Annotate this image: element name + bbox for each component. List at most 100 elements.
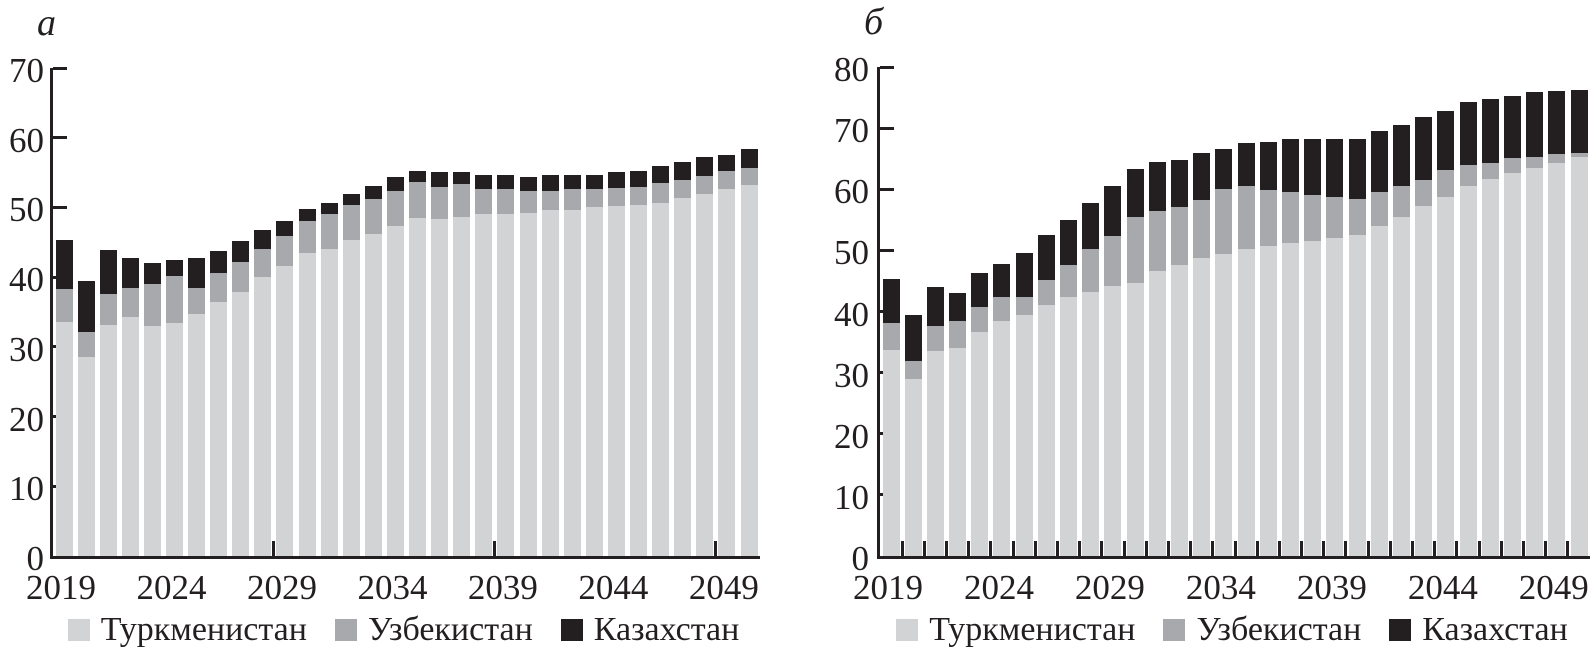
bar-segment-kazakhstan xyxy=(1193,152,1211,200)
bar-segment-turkmenistan xyxy=(254,277,272,556)
bar-segment-uzbekistan xyxy=(926,326,944,351)
stacked-bar-2032 xyxy=(1171,67,1189,556)
bar-segment-kazakhstan xyxy=(453,171,471,185)
bar-segment-uzbekistan xyxy=(1348,199,1366,236)
x-axis-tick xyxy=(1366,541,1370,556)
panel-label-a: а xyxy=(37,2,56,44)
bar-segment-kazakhstan xyxy=(1348,139,1366,200)
plot-area-b xyxy=(877,65,1590,559)
stacked-bar-2040 xyxy=(1348,67,1366,556)
x-axis-label: 2039 xyxy=(1296,568,1367,607)
bar-segment-turkmenistan xyxy=(1037,305,1055,556)
bar-segment-kazakhstan xyxy=(55,239,73,289)
bar-segment-kazakhstan xyxy=(1148,162,1166,212)
x-axis-label: 2049 xyxy=(688,568,759,607)
x-axis-tick xyxy=(272,541,276,556)
stacked-bar-2022 xyxy=(121,68,139,556)
stacked-bar-2029 xyxy=(276,68,294,556)
x-axis-tick xyxy=(967,541,971,556)
bar-segment-kazakhstan xyxy=(1104,186,1122,236)
x-axis-label: 2034 xyxy=(1185,568,1256,607)
bar-segment-uzbekistan xyxy=(386,190,404,227)
bar-segment-turkmenistan xyxy=(1348,235,1366,556)
stacked-bar-2027 xyxy=(232,68,250,556)
bar-segment-kazakhstan xyxy=(519,176,537,191)
turkmenistan-swatch xyxy=(67,619,90,641)
stacked-bar-2032 xyxy=(342,68,360,556)
x-axis-tick xyxy=(1300,541,1304,556)
bar-segment-uzbekistan xyxy=(121,288,139,317)
bar-segment-turkmenistan xyxy=(320,249,338,556)
plot-area-a xyxy=(50,66,760,559)
x-axis-tick xyxy=(900,541,904,556)
y-axis-label: 60 xyxy=(9,120,44,160)
y-axis-tick xyxy=(53,205,67,209)
bar-segment-uzbekistan xyxy=(55,289,73,322)
bar-segment-uzbekistan xyxy=(1548,154,1566,163)
stacked-bar-2034 xyxy=(1215,67,1233,556)
bar-segment-turkmenistan xyxy=(563,209,581,556)
bar-segment-kazakhstan xyxy=(1570,89,1588,153)
bar-segment-kazakhstan xyxy=(993,264,1011,297)
x-axis-tick xyxy=(1388,541,1392,556)
stacked-bar-2044 xyxy=(607,68,625,556)
bar-segment-kazakhstan xyxy=(77,280,95,332)
x-axis-tick xyxy=(1544,541,1548,556)
x-axis-tick xyxy=(1055,541,1059,556)
bar-segment-kazakhstan xyxy=(210,251,228,273)
y-axis-label: 70 xyxy=(834,111,869,151)
bar-segment-turkmenistan xyxy=(1459,186,1477,556)
bar-segment-turkmenistan xyxy=(1237,248,1255,556)
bar-segment-kazakhstan xyxy=(298,208,316,222)
bar-segment-uzbekistan xyxy=(541,190,559,211)
bar-segment-uzbekistan xyxy=(453,184,471,217)
bar-segment-turkmenistan xyxy=(1415,206,1433,556)
bar-segment-kazakhstan xyxy=(1370,131,1388,193)
bar-segment-turkmenistan xyxy=(298,253,316,556)
y-axis-tick xyxy=(880,126,894,130)
bar-segment-uzbekistan xyxy=(882,323,900,351)
bar-segment-uzbekistan xyxy=(740,168,758,186)
bar-segment-uzbekistan xyxy=(475,188,493,215)
bar-segment-uzbekistan xyxy=(1015,297,1033,315)
stacked-bar-2035 xyxy=(409,68,427,556)
bar-segment-kazakhstan xyxy=(904,315,922,362)
bar-segment-turkmenistan xyxy=(630,204,648,556)
stacked-bar-2028 xyxy=(254,68,272,556)
legend-label: Казахстан xyxy=(1422,611,1568,648)
bar-segment-uzbekistan xyxy=(1304,194,1322,242)
bar-segment-turkmenistan xyxy=(718,189,736,556)
x-axis-label: 2034 xyxy=(357,568,428,607)
bar-segment-uzbekistan xyxy=(143,284,161,326)
bar-segment-kazakhstan xyxy=(1060,219,1078,266)
bar-segment-uzbekistan xyxy=(519,190,537,214)
stacked-bar-2033 xyxy=(1193,67,1211,556)
bar-segment-turkmenistan xyxy=(386,226,404,556)
bar-segment-kazakhstan xyxy=(143,263,161,285)
stacked-bar-2050 xyxy=(740,68,758,556)
bar-segment-turkmenistan xyxy=(1437,197,1455,556)
y-axis-label: 20 xyxy=(834,416,869,456)
bar-segment-turkmenistan xyxy=(497,213,515,556)
bar-segment-turkmenistan xyxy=(1526,167,1544,556)
bar-segment-uzbekistan xyxy=(1481,162,1499,180)
bar-segment-kazakhstan xyxy=(1237,142,1255,187)
legend-label: Туркменистан xyxy=(929,611,1136,648)
stacked-bar-2020 xyxy=(904,67,922,556)
bar-segment-kazakhstan xyxy=(1326,139,1344,198)
stacked-bar-2033 xyxy=(364,68,382,556)
bar-segment-kazakhstan xyxy=(232,240,250,262)
bar-segment-turkmenistan xyxy=(1481,179,1499,556)
bar-segment-turkmenistan xyxy=(1326,237,1344,556)
bar-segment-uzbekistan xyxy=(1215,188,1233,255)
bar-segment-turkmenistan xyxy=(453,216,471,556)
stacked-bar-2035 xyxy=(1237,67,1255,556)
bar-segment-uzbekistan xyxy=(607,187,625,207)
bar-segment-uzbekistan xyxy=(1326,197,1344,238)
bar-segment-uzbekistan xyxy=(652,183,670,204)
legend-label: Узбекистан xyxy=(367,611,533,648)
bar-segment-kazakhstan xyxy=(431,171,449,187)
stacked-bar-2048 xyxy=(1526,67,1544,556)
bar-segment-uzbekistan xyxy=(409,182,427,218)
stacked-bar-2020 xyxy=(77,68,95,556)
